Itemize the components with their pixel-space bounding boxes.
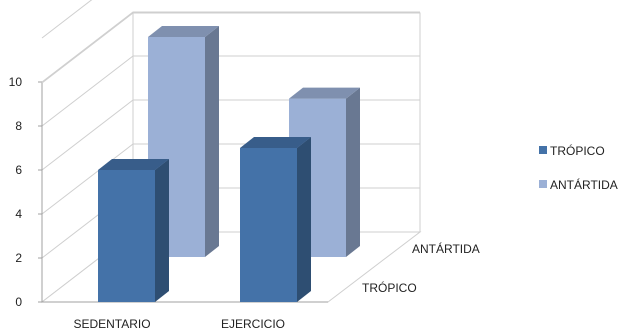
y-tick-labels: 0 2 4 6 8 10 xyxy=(9,75,23,309)
y-tick-label: 6 xyxy=(15,163,22,177)
bar-side-face xyxy=(205,26,219,257)
bar-top-face xyxy=(289,87,360,99)
y-tick-label: 0 xyxy=(15,295,22,309)
y-tick-label: 4 xyxy=(15,207,22,221)
gridline xyxy=(41,55,420,127)
legend: TRÓPICO ANTÁRTIDA xyxy=(539,143,618,192)
legend-label-antartida: ANTÁRTIDA xyxy=(550,177,618,192)
gridline xyxy=(41,11,420,83)
bar xyxy=(98,159,169,302)
bar-top-face xyxy=(240,137,311,148)
bar-top-face xyxy=(148,26,219,37)
bars xyxy=(98,26,360,302)
y-tick-label: 8 xyxy=(15,119,22,133)
bar-front-face xyxy=(240,148,297,302)
legend-swatch-tropico xyxy=(539,146,547,154)
bar-side-face xyxy=(155,159,169,302)
bar xyxy=(240,137,311,302)
bar xyxy=(148,26,219,257)
y-tick-label: 10 xyxy=(9,75,23,89)
category-labels: SEDENTARIO EJERCICIO xyxy=(73,317,285,331)
category-label-sedentario: SEDENTARIO xyxy=(73,317,150,331)
bar-front-face xyxy=(98,170,155,302)
depth-label-tropico: TRÓPICO xyxy=(362,280,417,295)
legend-swatch-antartida xyxy=(539,180,547,188)
legend-label-tropico: TRÓPICO xyxy=(550,143,605,158)
gridline xyxy=(41,0,93,39)
y-tick-label: 2 xyxy=(15,251,22,265)
category-label-ejercicio: EJERCICIO xyxy=(221,317,285,331)
bar-top-face xyxy=(98,159,169,170)
depth-label-antartida: ANTÁRTIDA xyxy=(412,241,480,256)
depth-labels: ANTÁRTIDA TRÓPICO xyxy=(362,241,480,295)
bar-side-face xyxy=(346,87,360,257)
bar-side-face xyxy=(297,137,311,302)
